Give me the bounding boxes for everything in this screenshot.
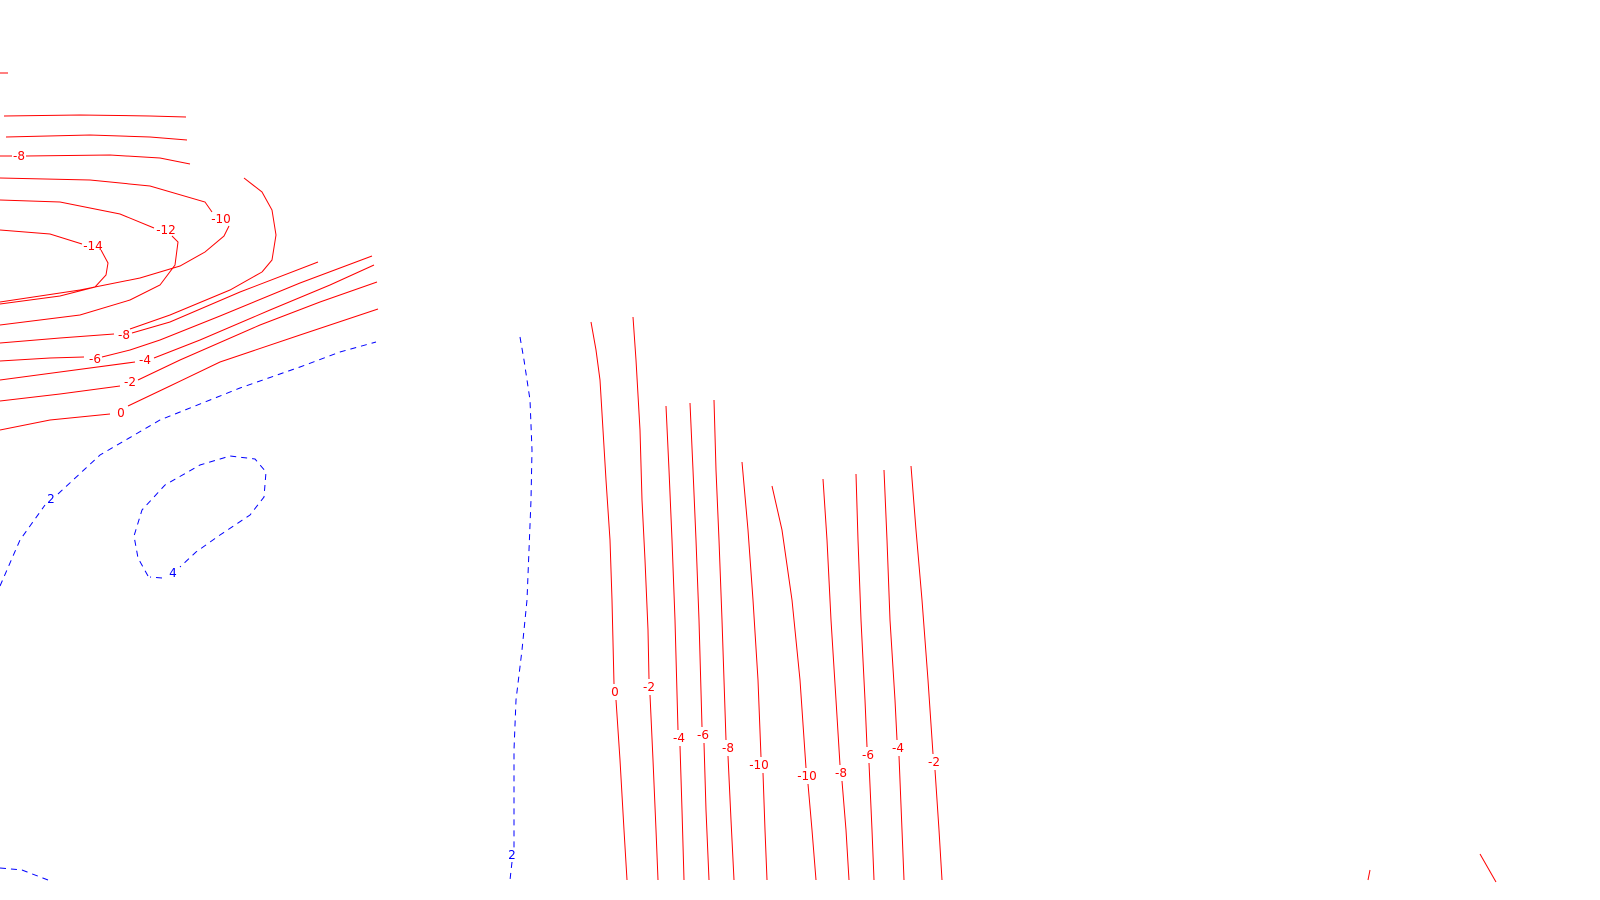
contour-label: -4 — [139, 353, 151, 367]
contour-label: -4 — [892, 741, 904, 755]
contour-label: 2 — [508, 848, 516, 862]
contour-line-level-neg2 — [1367, 869, 1371, 881]
contour-line-level-neg2 — [910, 465, 934, 755]
contour-label: -8 — [13, 149, 25, 163]
contour-line-level-neg6 — [101, 255, 373, 358]
contour-line-level-neg8 — [822, 478, 841, 766]
contour-label: -10 — [211, 212, 231, 226]
contour-line-level-neg6 — [868, 762, 875, 881]
contour-label: -10 — [797, 769, 817, 783]
contour-line-level-2 — [0, 867, 49, 881]
contour-line-level-4 — [133, 455, 267, 577]
contour-label: -6 — [697, 728, 709, 742]
contour-label: -8 — [835, 766, 847, 780]
contour-label: 0 — [117, 406, 125, 420]
contour-line-level-0 — [0, 413, 111, 431]
contour-label: 4 — [169, 566, 177, 580]
contour-line-level-neg2 — [0, 385, 121, 402]
contour-line-level-neg10 — [741, 461, 762, 758]
contour-label: -6 — [89, 352, 101, 366]
contour-line-level-4 — [149, 576, 163, 579]
contour-label: -2 — [928, 755, 940, 769]
contour-label: -8 — [722, 741, 734, 755]
contour-label: -8 — [118, 328, 130, 342]
contour-line-level-2 — [0, 504, 46, 587]
contour-line-level-neg10 — [243, 177, 277, 273]
contour-line-level-neg6 — [703, 742, 710, 881]
contour-line-level-neg4 — [665, 405, 679, 731]
contour-label: 2 — [47, 492, 55, 506]
contour-label: -6 — [862, 748, 874, 762]
contour-label: -2 — [124, 375, 136, 389]
contour-line-level-0 — [127, 308, 379, 407]
contour-line-level-neg6 — [855, 473, 868, 748]
contour-line-level-neg8 — [0, 333, 115, 344]
contour-line-level-neg8 — [131, 261, 319, 334]
contour-line-level-0 — [615, 699, 628, 881]
contour-line-level-neg2 — [137, 281, 378, 381]
contour-line-level-0 — [590, 321, 615, 685]
contour-line-level-neg4 — [153, 264, 375, 359]
contour-line-level-neg2 — [632, 316, 650, 680]
contour-label: -12 — [156, 223, 176, 237]
contour-line-level-neg10 — [0, 177, 213, 213]
contour-label: -2 — [643, 680, 655, 694]
contour-line-level-neg10 — [0, 225, 230, 303]
contour-line-level-neg6 — [689, 402, 703, 728]
contour-line-level-neg2 — [934, 769, 943, 881]
contour-line-level-neg4 — [898, 755, 905, 881]
contour-line-level-neg2 — [1479, 853, 1497, 883]
contour-label: -10 — [749, 758, 769, 772]
contour-line-level-neg8 — [713, 399, 727, 741]
contour-line-level-neg8 — [841, 780, 850, 881]
contour-line-level-neg10 — [129, 271, 263, 330]
contour-line-level-neg12 — [0, 235, 179, 326]
contour-line-level-neg12 — [0, 199, 155, 229]
contour-line-level-2 — [509, 861, 513, 881]
contour-line-level-neg14 — [0, 229, 83, 245]
contour-line-level-neg4 — [883, 469, 898, 741]
contour-label: -4 — [673, 731, 685, 745]
contour-line-level-neg10 — [771, 485, 807, 769]
contour-line-level-neg10 — [807, 783, 817, 881]
contour-line-level-2 — [57, 341, 377, 495]
contour-line-level-neg2 — [649, 694, 659, 881]
contour-line-level-neg6 — [0, 356, 85, 362]
contour-line-level-neg14 — [0, 249, 109, 305]
contour-line-level-neg8 — [5, 134, 188, 141]
contour-line-level-2 — [513, 336, 533, 848]
contour-line-level-neg8 — [727, 755, 735, 881]
contour-line-level-neg4 — [679, 745, 685, 881]
contour-label: -14 — [83, 239, 103, 253]
contour-line-level-neg8 — [25, 154, 191, 165]
contour-line-level-neg10 — [762, 772, 768, 881]
contour-line-level-neg8 — [3, 114, 187, 118]
contour-line-level-neg4 — [0, 361, 136, 381]
contour-label: 0 — [611, 685, 619, 699]
